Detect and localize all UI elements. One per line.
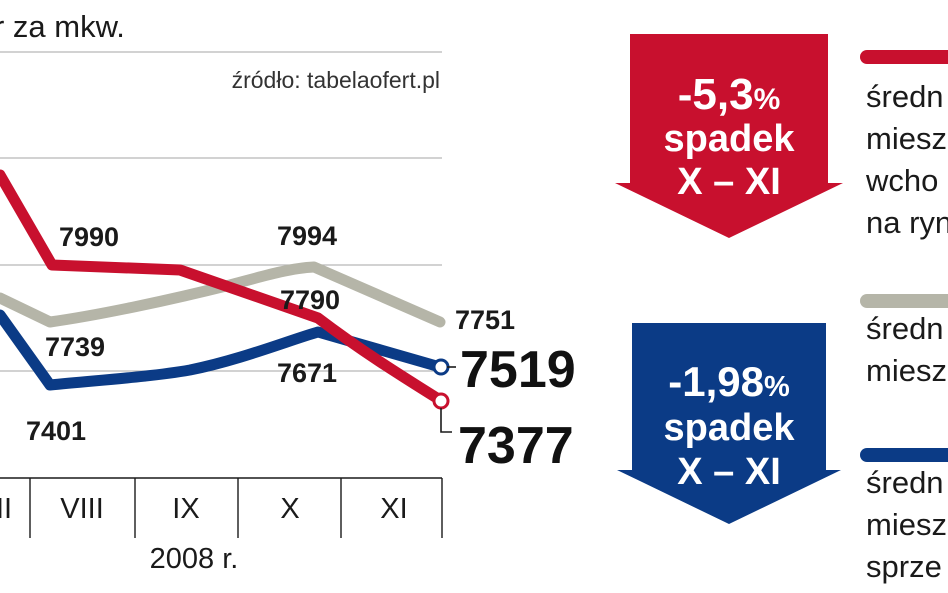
chart-title: r za mkw.	[0, 9, 125, 44]
leader-line-red	[440, 408, 452, 433]
legend-text-red-4: na ryn	[866, 205, 948, 240]
legend-swatch-red	[860, 50, 948, 64]
badge-red-arrow	[615, 34, 843, 238]
legend-text-blue-2: miesz	[866, 507, 947, 542]
source-label: źródło: tabelaofert.pl	[232, 67, 440, 93]
end-marker-blue	[432, 358, 450, 376]
x-tick-label-x: X	[280, 493, 299, 525]
badge-red-word: spadek	[664, 118, 796, 160]
data-label-grey-nov: 7751	[455, 305, 515, 335]
x-tick-label-ii: II	[0, 493, 12, 525]
end-markers	[432, 358, 450, 410]
badge-red-percent: -5,3%	[678, 70, 781, 119]
x-tick-label-viii: VIII	[60, 493, 104, 525]
legend-swatch-blue	[860, 448, 948, 462]
data-label-grey-oct: 7994	[277, 221, 337, 251]
legend-text-grey-1: średn	[866, 311, 944, 346]
x-tick-label-ix: IX	[172, 493, 199, 525]
legend-text-blue-1: średn	[866, 465, 944, 500]
badge-red-range: X – XI	[677, 161, 781, 203]
x-tick-label-xi: XI	[380, 493, 407, 525]
data-label-blue-aug: 7401	[26, 416, 86, 446]
badge-blue-percent: -1,98%	[668, 358, 790, 405]
x-axis-ticks	[29, 478, 443, 538]
data-label-red-oct: 7790	[280, 285, 340, 315]
legend-text-red-1: średn	[866, 79, 944, 114]
legend-text-red-3: wcho	[866, 163, 939, 198]
data-label-blue-nov: 7519	[460, 341, 576, 399]
legend-text-red-2: miesz	[866, 121, 947, 156]
data-label-grey-aug: 7739	[45, 332, 105, 362]
legend-text-grey-2: miesz	[866, 353, 947, 388]
series-line-grey	[0, 261, 446, 328]
legend-item-grey: średn miesz	[848, 290, 948, 400]
legend-text-blue-3: sprze	[866, 549, 942, 584]
badge-blue-arrow	[617, 323, 841, 524]
legend-item-red: średn miesz wcho na ryn	[848, 40, 948, 280]
x-group-label: 2008 r.	[150, 543, 239, 575]
badge-blue-range: X – XI	[677, 451, 781, 493]
data-label-red-nov: 7377	[458, 417, 574, 475]
leader-lines	[440, 366, 456, 433]
data-label-red-aug: 7990	[59, 222, 119, 252]
badge-blue: -1,98% spadek X – XI	[617, 323, 841, 524]
legend-item-blue: średn miesz sprze	[848, 442, 948, 593]
end-marker-red	[432, 392, 450, 410]
data-label-blue-oct: 7671	[277, 358, 337, 388]
legend-swatch-grey	[860, 294, 948, 308]
series-line-blue	[0, 309, 446, 391]
series-line-red	[0, 169, 446, 406]
badge-blue-word: spadek	[664, 407, 796, 449]
badge-red: -5,3% spadek X – XI	[615, 34, 843, 238]
